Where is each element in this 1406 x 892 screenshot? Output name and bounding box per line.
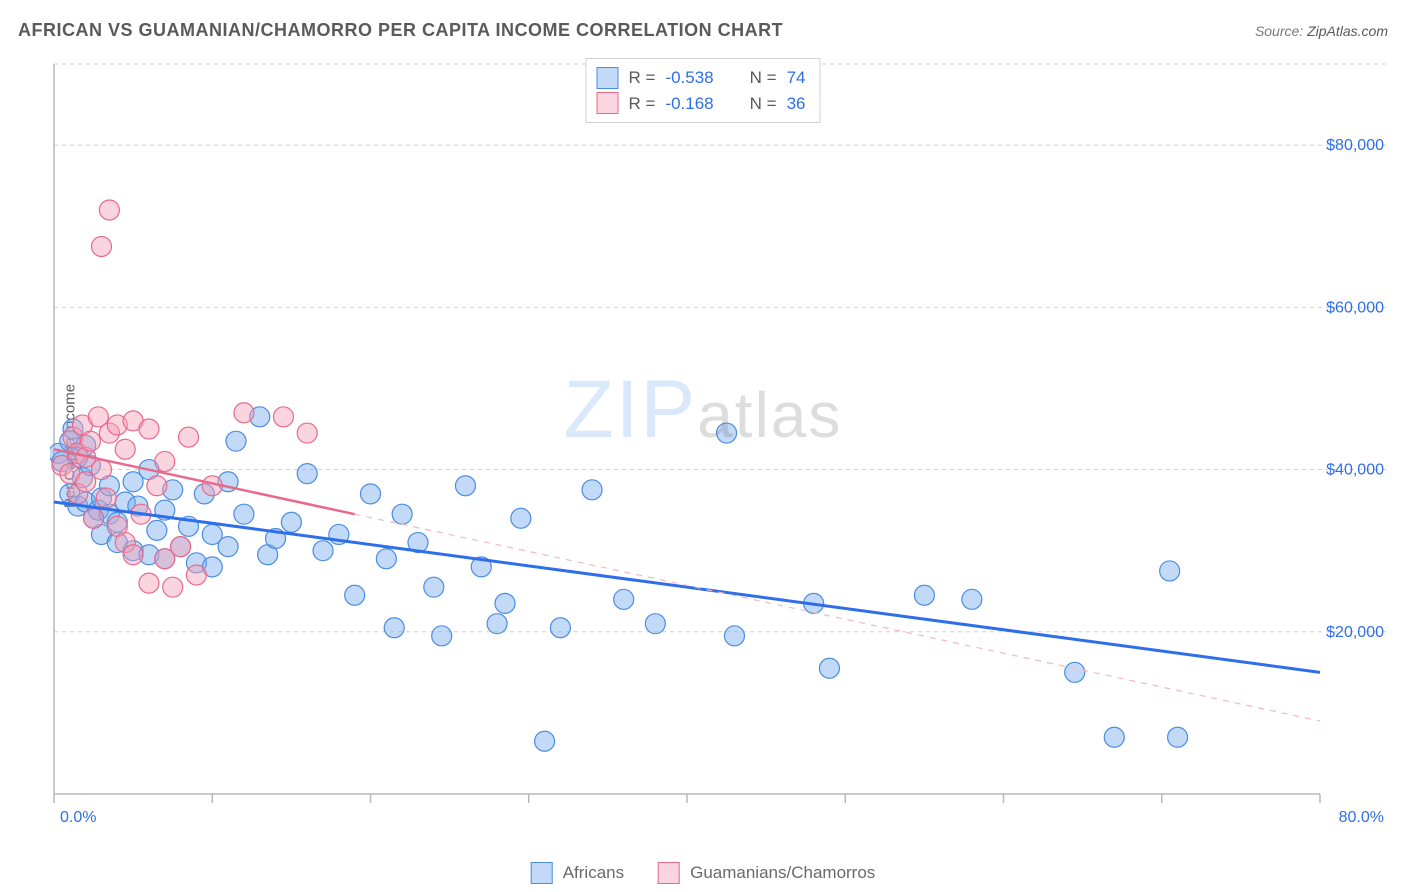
legend-n-value: 36 xyxy=(787,91,806,117)
svg-text:$80,000: $80,000 xyxy=(1326,137,1384,154)
chart-header: AFRICAN VS GUAMANIAN/CHAMORRO PER CAPITA… xyxy=(18,20,1388,41)
correlation-legend: R = -0.538 N = 74 R = -0.168 N = 36 xyxy=(586,58,821,123)
legend-r-value: -0.168 xyxy=(665,91,713,117)
source-label: Source: xyxy=(1255,23,1303,39)
legend-label: Africans xyxy=(563,863,624,883)
legend-row: R = -0.538 N = 74 xyxy=(597,65,806,91)
legend-item: Guamanians/Chamorros xyxy=(658,862,875,884)
legend-item: Africans xyxy=(531,862,624,884)
legend-key: R = xyxy=(629,91,656,117)
swatch-icon xyxy=(597,67,619,89)
source-attribution: Source: ZipAtlas.com xyxy=(1255,23,1388,39)
legend-label: Guamanians/Chamorros xyxy=(690,863,875,883)
svg-text:$60,000: $60,000 xyxy=(1326,299,1384,316)
svg-text:$40,000: $40,000 xyxy=(1326,462,1384,479)
scatter-chart: $20,000 $40,000 $60,000 $80,000 0.0% 80.0% xyxy=(50,54,1390,834)
plot-area: $20,000 $40,000 $60,000 $80,000 0.0% 80.0% xyxy=(50,54,1390,834)
svg-text:0.0%: 0.0% xyxy=(60,809,96,826)
legend-key: N = xyxy=(750,65,777,91)
legend-key: N = xyxy=(750,91,777,117)
legend-key: R = xyxy=(629,65,656,91)
source-value: ZipAtlas.com xyxy=(1307,23,1388,39)
legend-n-value: 74 xyxy=(787,65,806,91)
legend-r-value: -0.538 xyxy=(665,65,713,91)
swatch-icon xyxy=(531,862,553,884)
svg-text:$20,000: $20,000 xyxy=(1326,624,1384,641)
swatch-icon xyxy=(597,92,619,114)
swatch-icon xyxy=(658,862,680,884)
svg-text:80.0%: 80.0% xyxy=(1339,809,1384,826)
series-legend: Africans Guamanians/Chamorros xyxy=(531,862,876,884)
chart-title: AFRICAN VS GUAMANIAN/CHAMORRO PER CAPITA… xyxy=(18,20,783,41)
legend-row: R = -0.168 N = 36 xyxy=(597,91,806,117)
